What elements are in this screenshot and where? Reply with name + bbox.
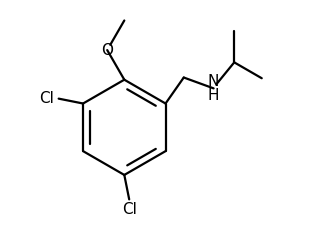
Text: Cl: Cl xyxy=(122,202,137,217)
Text: Cl: Cl xyxy=(39,91,54,106)
Text: O: O xyxy=(101,42,113,58)
Text: N
H: N H xyxy=(208,74,219,103)
